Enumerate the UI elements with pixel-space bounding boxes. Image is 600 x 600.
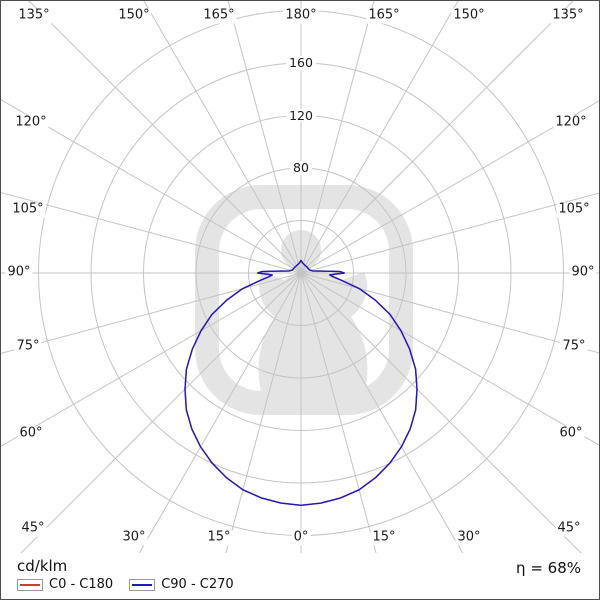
angle-label-13: 120° <box>553 114 589 131</box>
watermark-logo <box>195 185 413 415</box>
angle-label-19: 30° <box>120 529 148 546</box>
angle-label-22: 15° <box>370 529 398 546</box>
angle-label-5: 150° <box>451 7 487 24</box>
legend-swatch-box <box>129 578 156 591</box>
polar-grid <box>1 1 599 553</box>
angle-label-23: 30° <box>455 529 483 546</box>
radial-value-label-160: 160 <box>286 56 316 70</box>
efficiency-label: η = 68% <box>516 559 581 577</box>
legend-color-line <box>20 583 40 586</box>
angle-label-11: 60° <box>17 425 45 442</box>
radial-value-label-120: 120 <box>286 108 316 123</box>
angle-label-17: 60° <box>557 425 585 442</box>
angle-label-10: 75° <box>14 338 42 355</box>
angle-label-20: 15° <box>205 529 233 546</box>
legend-swatch-box <box>17 578 43 591</box>
angle-label-9: 90° <box>5 264 33 281</box>
angle-label-4: 165° <box>366 7 402 24</box>
legend-color-line <box>132 583 153 586</box>
angle-label-16: 75° <box>560 338 588 355</box>
legend-item-c90-c270: C90 - C270 <box>129 577 234 592</box>
angle-label-21: 0° <box>291 529 311 546</box>
angle-label-0: 135° <box>16 7 52 24</box>
angle-label-2: 165° <box>201 7 237 24</box>
legend-label: C0 - C180 <box>49 577 114 592</box>
radial-value-label-80: 80 <box>290 161 312 175</box>
legend-bar: cd/klm η = 68% C0 - C180 C90 - C270 <box>1 553 599 599</box>
curve-c90-c270 <box>184 259 418 506</box>
angle-label-3: 180° <box>283 7 319 24</box>
polar-chart: 135° 150° 165° 180° 165° 150° 135° 120° 105° 90° 7… <box>1 1 599 553</box>
unit-label: cd/klm <box>17 557 68 575</box>
angle-label-8: 105° <box>10 201 46 218</box>
legend-label: C90 - C270 <box>161 577 234 592</box>
angle-label-7: 120° <box>13 114 49 131</box>
angle-label-15: 90° <box>569 264 597 281</box>
intensity-curves <box>184 259 418 506</box>
angle-label-1: 150° <box>116 7 152 24</box>
angle-label-6: 135° <box>550 7 586 24</box>
polar-chart-canvas <box>1 1 599 553</box>
angle-label-14: 105° <box>556 201 592 218</box>
angle-label-12: 45° <box>19 520 47 537</box>
legend-item-c0-c180: C0 - C180 <box>17 577 113 592</box>
angle-label-18: 45° <box>555 520 583 537</box>
legend: C0 - C180 C90 - C270 <box>17 577 234 592</box>
